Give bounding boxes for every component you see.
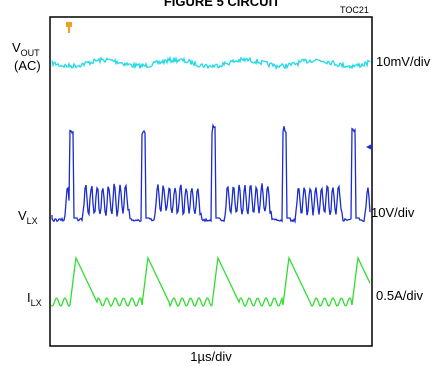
level-marker bbox=[366, 144, 372, 150]
figure-code: TOC21 bbox=[340, 5, 369, 15]
ilx-scale: 0.5A/div bbox=[376, 288, 423, 303]
ilx-trace bbox=[51, 255, 371, 308]
vlx-trace bbox=[51, 123, 371, 224]
trigger-marker bbox=[66, 22, 72, 33]
vout-trace bbox=[51, 55, 371, 71]
ilx-label: ILX bbox=[27, 290, 42, 308]
vout-label: VOUT bbox=[12, 40, 40, 58]
time-scale: 1µs/div bbox=[190, 349, 232, 364]
vlx-label: VLX bbox=[18, 208, 38, 226]
vlx-scale: 10V/div bbox=[371, 205, 415, 220]
screen-frame bbox=[49, 16, 373, 347]
title: FIGURE 5 CIRCUIT bbox=[164, 0, 280, 9]
vout-scale: 10mV/div bbox=[376, 54, 431, 69]
vout-label-ac: (AC) bbox=[14, 58, 41, 73]
